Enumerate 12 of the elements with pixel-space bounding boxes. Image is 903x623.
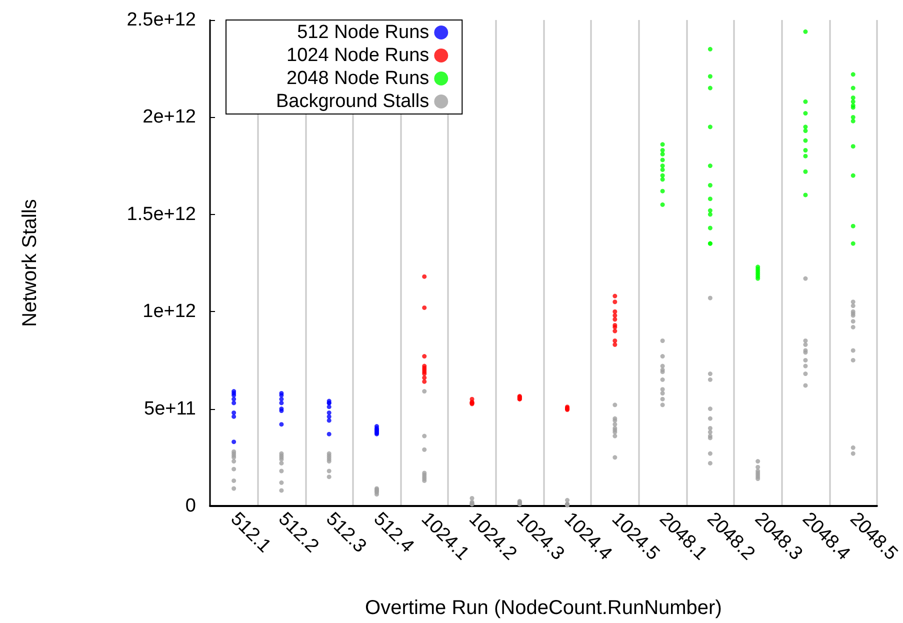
y-axis-title: Network Stalls <box>19 199 41 327</box>
legend-label: 2048 Node Runs <box>286 68 430 89</box>
legend-label: 1024 Node Runs <box>286 45 430 66</box>
y-tick-label: 0 <box>185 496 196 516</box>
y-tick-label: 1.5e+12 <box>126 204 196 225</box>
legend-label: 512 Node Runs <box>297 22 430 43</box>
y-tick-label: 2.5e+12 <box>126 10 196 30</box>
y-tick-label: 5e+11 <box>144 398 196 420</box>
legend-label: Background Stalls <box>276 91 430 112</box>
y-tick-label: 1e+12 <box>142 301 196 322</box>
y-tick-label: 2e+12 <box>142 106 196 128</box>
x-axis-title: Overtime Run (NodeCount.RunNumber) <box>365 597 722 619</box>
